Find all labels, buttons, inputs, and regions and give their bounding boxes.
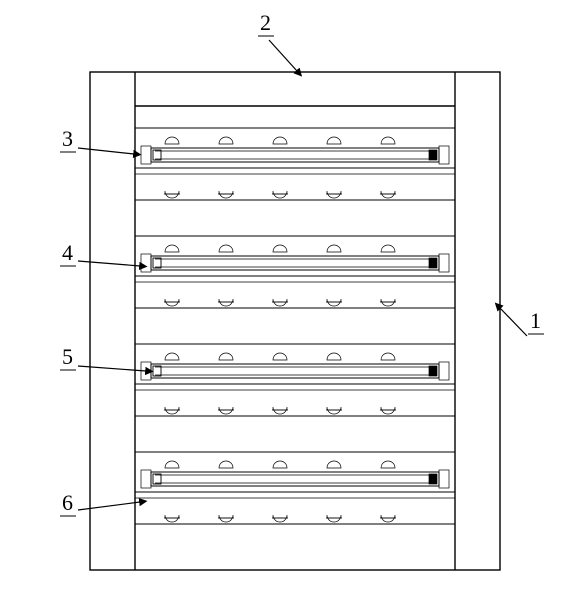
callout-label-1: 1 [530, 308, 541, 334]
callout-line-6 [78, 502, 140, 510]
callout-label-3: 3 [62, 126, 73, 152]
frame-group [90, 72, 500, 570]
callout-line-5 [78, 366, 146, 371]
callout-line-3 [78, 148, 134, 154]
shelf-row [135, 128, 455, 200]
shelf-row [135, 344, 455, 416]
callout-label-4: 4 [62, 240, 73, 266]
callout-line-4 [78, 261, 140, 266]
callout-line-1 [500, 308, 527, 336]
callout-label-5: 5 [62, 344, 73, 370]
shelf-row [135, 236, 455, 308]
shelf-row [135, 452, 455, 524]
callout-label-2: 2 [260, 10, 271, 36]
callout-label-6: 6 [62, 490, 73, 516]
technical-drawing [0, 0, 565, 615]
shelf-rows [135, 128, 455, 524]
callout-line-2 [269, 40, 297, 71]
